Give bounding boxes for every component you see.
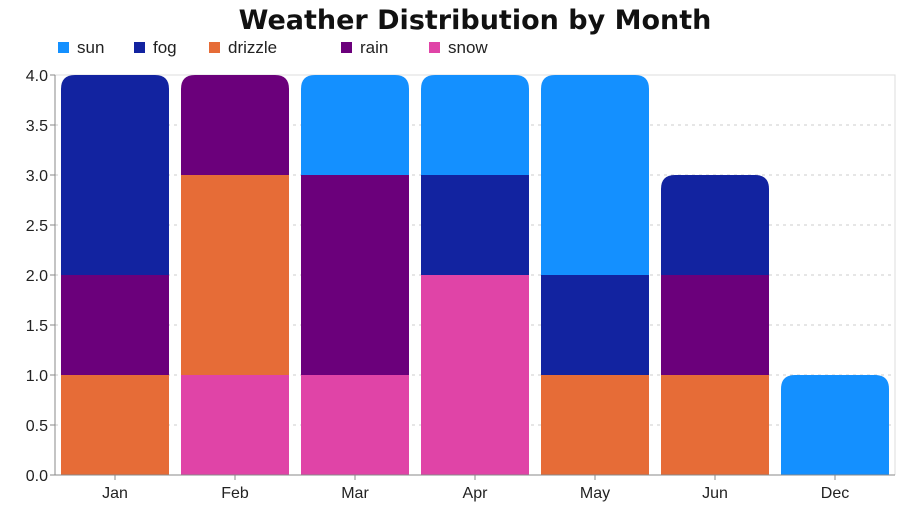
bar-group-dec xyxy=(781,375,889,475)
x-tick-label: Jun xyxy=(702,485,728,502)
bar-feb-snow xyxy=(181,375,289,475)
legend-swatch xyxy=(429,42,440,53)
legend-swatch xyxy=(341,42,352,53)
bar-stack xyxy=(661,175,769,475)
x-tick-label: Feb xyxy=(221,485,249,502)
x-tick-label: Mar xyxy=(341,485,369,502)
legend-item-rain: rain xyxy=(341,38,388,57)
legend-swatch xyxy=(134,42,145,53)
bar-mar-sun xyxy=(301,75,409,175)
y-tick-label: 2.0 xyxy=(26,268,48,285)
bar-may-fog xyxy=(541,275,649,375)
legend-label: drizzle xyxy=(228,38,277,57)
bar-jan-rain xyxy=(61,275,169,375)
legend: sun fog drizzle rain snow xyxy=(58,38,488,57)
bars xyxy=(61,75,889,475)
legend-item-drizzle: drizzle xyxy=(209,38,277,57)
legend-item-fog: fog xyxy=(134,38,177,57)
x-tick-label: May xyxy=(580,485,610,502)
bar-jan-drizzle xyxy=(61,375,169,475)
legend-label: sun xyxy=(77,38,104,57)
bar-group-jun xyxy=(661,175,769,475)
bar-group-may xyxy=(541,75,649,475)
bar-group-feb xyxy=(181,75,289,475)
bar-may-sun xyxy=(541,75,649,275)
y-tick-label: 0.5 xyxy=(26,418,48,435)
legend-swatch xyxy=(58,42,69,53)
x-tick-label: Apr xyxy=(463,485,489,502)
bar-stack xyxy=(781,375,889,475)
bar-mar-snow xyxy=(301,375,409,475)
y-tick-label: 2.5 xyxy=(26,218,48,235)
bar-group-mar xyxy=(301,75,409,475)
y-tick-label: 0.0 xyxy=(26,468,48,485)
bar-stack xyxy=(301,75,409,475)
legend-label: rain xyxy=(360,38,388,57)
axes: 0.0 0.5 1.0 1.5 2.0 2.5 3.0 3.5 4.0 Jan Feb Mar Apr M… xyxy=(26,68,895,502)
y-tick-label: 1.5 xyxy=(26,318,48,335)
legend-item-snow: snow xyxy=(429,38,488,57)
chart-title: Weather Distribution by Month xyxy=(239,5,712,36)
x-tick-label: Jan xyxy=(102,485,128,502)
bar-apr-fog xyxy=(421,175,529,275)
bar-dec-sun xyxy=(781,375,889,475)
y-tick-label: 3.5 xyxy=(26,118,48,135)
bar-feb-rain xyxy=(181,75,289,175)
legend-label: fog xyxy=(153,38,177,57)
bar-jun-fog xyxy=(661,175,769,275)
bar-stack xyxy=(541,75,649,475)
bar-stack xyxy=(421,75,529,475)
bar-stack xyxy=(61,75,169,475)
bar-apr-sun xyxy=(421,75,529,175)
y-tick-label: 3.0 xyxy=(26,168,48,185)
bar-apr-snow xyxy=(421,275,529,475)
x-tick-label: Dec xyxy=(821,485,849,502)
bar-group-jan xyxy=(61,75,169,475)
bar-jun-drizzle xyxy=(661,375,769,475)
bar-jun-rain xyxy=(661,275,769,375)
bar-feb-drizzle xyxy=(181,175,289,375)
legend-swatch xyxy=(209,42,220,53)
legend-label: snow xyxy=(448,38,488,57)
bar-group-apr xyxy=(421,75,529,475)
legend-item-sun: sun xyxy=(58,38,104,57)
y-tick-label: 4.0 xyxy=(26,68,48,85)
y-tick-label: 1.0 xyxy=(26,368,48,385)
bar-mar-rain xyxy=(301,175,409,375)
bar-may-drizzle xyxy=(541,375,649,475)
bar-jan-fog xyxy=(61,75,169,275)
bar-stack xyxy=(181,75,289,475)
